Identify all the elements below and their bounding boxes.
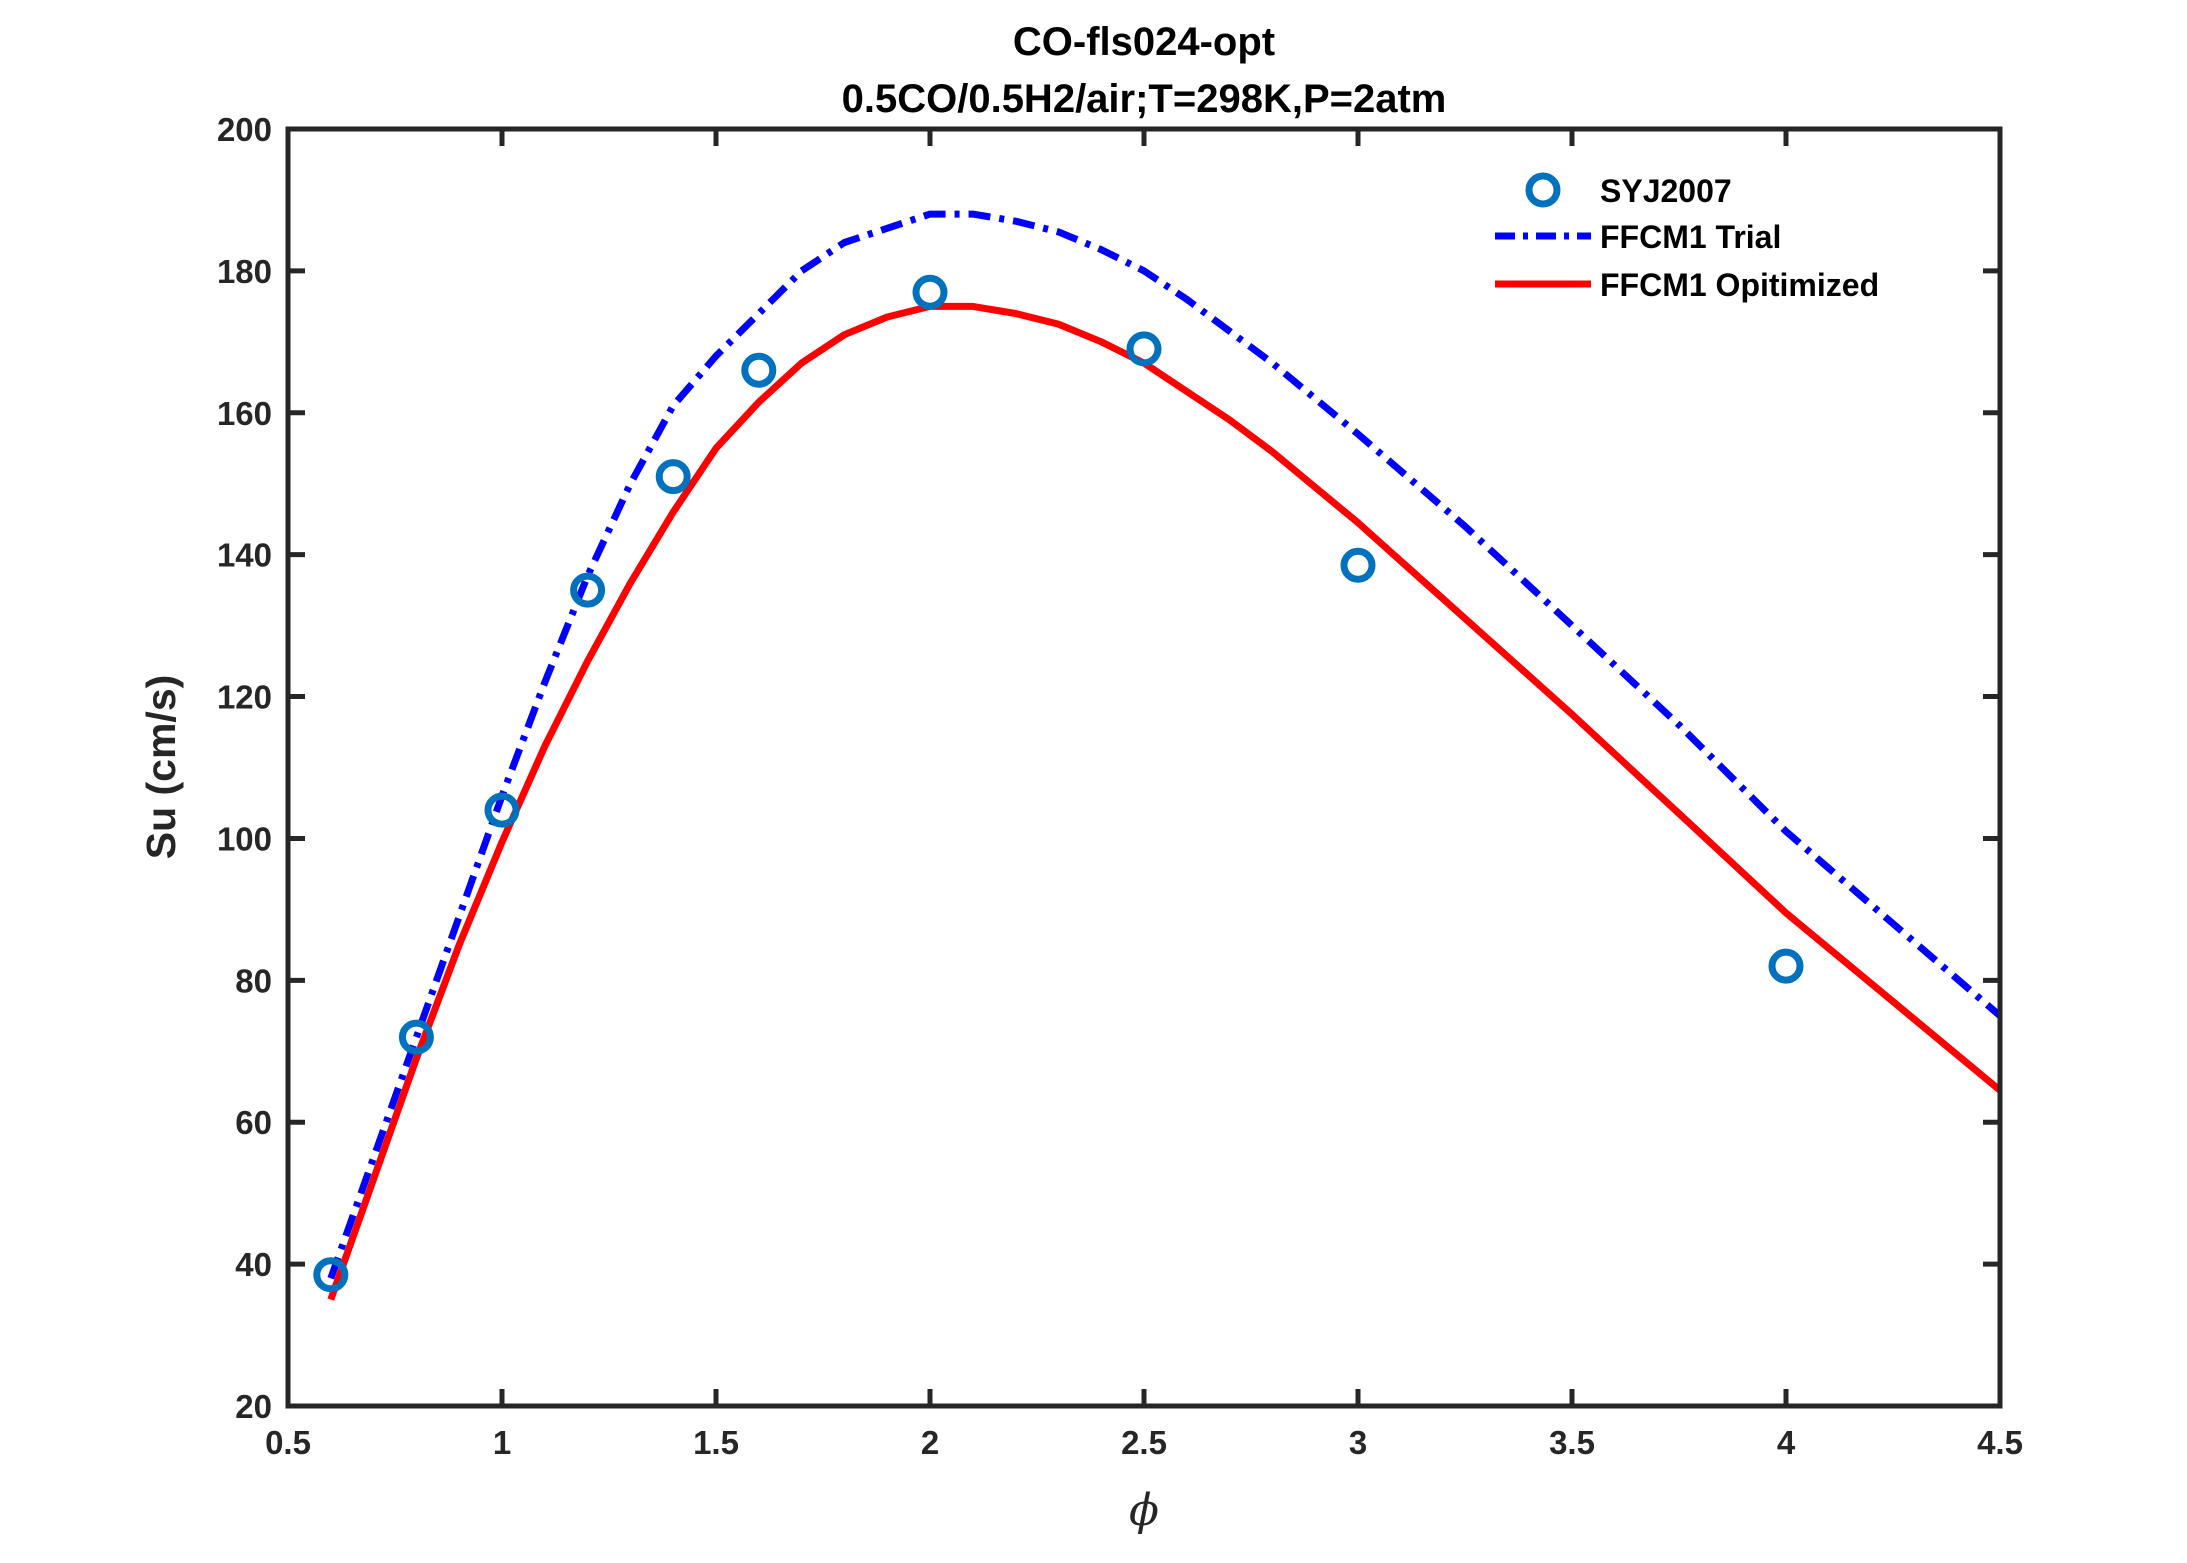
data-point-syj2007 xyxy=(398,1019,434,1055)
x-tick-label: 3 xyxy=(1349,1424,1367,1461)
x-tick-label: 4.5 xyxy=(1977,1424,2023,1461)
y-tick-label: 60 xyxy=(235,1104,272,1141)
x-axis-label: ϕ xyxy=(1129,1485,1159,1536)
data-point-syj2007 xyxy=(1126,331,1162,367)
axes-box xyxy=(285,126,2003,1409)
x-tick-label: 1.5 xyxy=(693,1424,739,1461)
tick-layer: 0.5 1 1.5 2 2.5 3 3.5 4 4.5 20 40 60 80 100 120 140 160 1… xyxy=(217,111,2023,1461)
legend-label-ffcm1-trial: FFCM1 Trial xyxy=(1600,219,1781,255)
legend-marker-syj2007 xyxy=(1525,172,1561,208)
data-point-syj2007 xyxy=(655,459,691,495)
y-tick-label: 20 xyxy=(235,1388,272,1425)
data-point-syj2007 xyxy=(1340,547,1376,583)
series-layer xyxy=(313,210,2003,1301)
data-point-syj2007 xyxy=(484,792,520,828)
y-tick-label: 140 xyxy=(217,537,272,574)
data-point-syj2007 xyxy=(741,352,777,388)
x-tick-label: 3.5 xyxy=(1549,1424,1595,1461)
x-tick-label: 1 xyxy=(493,1424,511,1461)
legend[interactable]: SYJ2007 FFCM1 Trial FFCM1 Opitimized xyxy=(1495,172,1879,303)
x-tick-label: 2.5 xyxy=(1121,1424,1167,1461)
y-tick-label: 180 xyxy=(217,253,272,290)
y-tick-label: 80 xyxy=(235,962,272,999)
x-tick-label: 0.5 xyxy=(265,1424,311,1461)
data-point-syj2007 xyxy=(570,572,606,608)
chart-title-line-2: 0.5CO/0.5H2/air;T=298K,P=2atm xyxy=(842,77,1447,121)
chart-title-line-1: CO-fls024-opt xyxy=(1013,20,1275,64)
y-tick-label: 160 xyxy=(217,395,272,432)
legend-label-syj2007: SYJ2007 xyxy=(1600,173,1732,209)
x-tick-label: 4 xyxy=(1777,1424,1796,1461)
y-axis-label: Su (cm/s) xyxy=(138,675,184,860)
data-point-syj2007 xyxy=(912,274,948,310)
series-line-ffcm1-opitimized xyxy=(327,302,2003,1301)
y-tick-label: 120 xyxy=(217,679,272,716)
plot-area xyxy=(288,129,2000,1406)
data-point-syj2007 xyxy=(313,1257,349,1293)
x-tick-label: 2 xyxy=(921,1424,939,1461)
y-tick-label: 200 xyxy=(217,111,272,148)
y-tick-label: 100 xyxy=(217,820,272,857)
legend-label-ffcm1-optimized: FFCM1 Opitimized xyxy=(1600,267,1879,303)
series-line-ffcm1-trial xyxy=(327,210,2003,1280)
data-point-syj2007 xyxy=(1768,948,1804,984)
y-tick-label: 40 xyxy=(235,1246,272,1283)
